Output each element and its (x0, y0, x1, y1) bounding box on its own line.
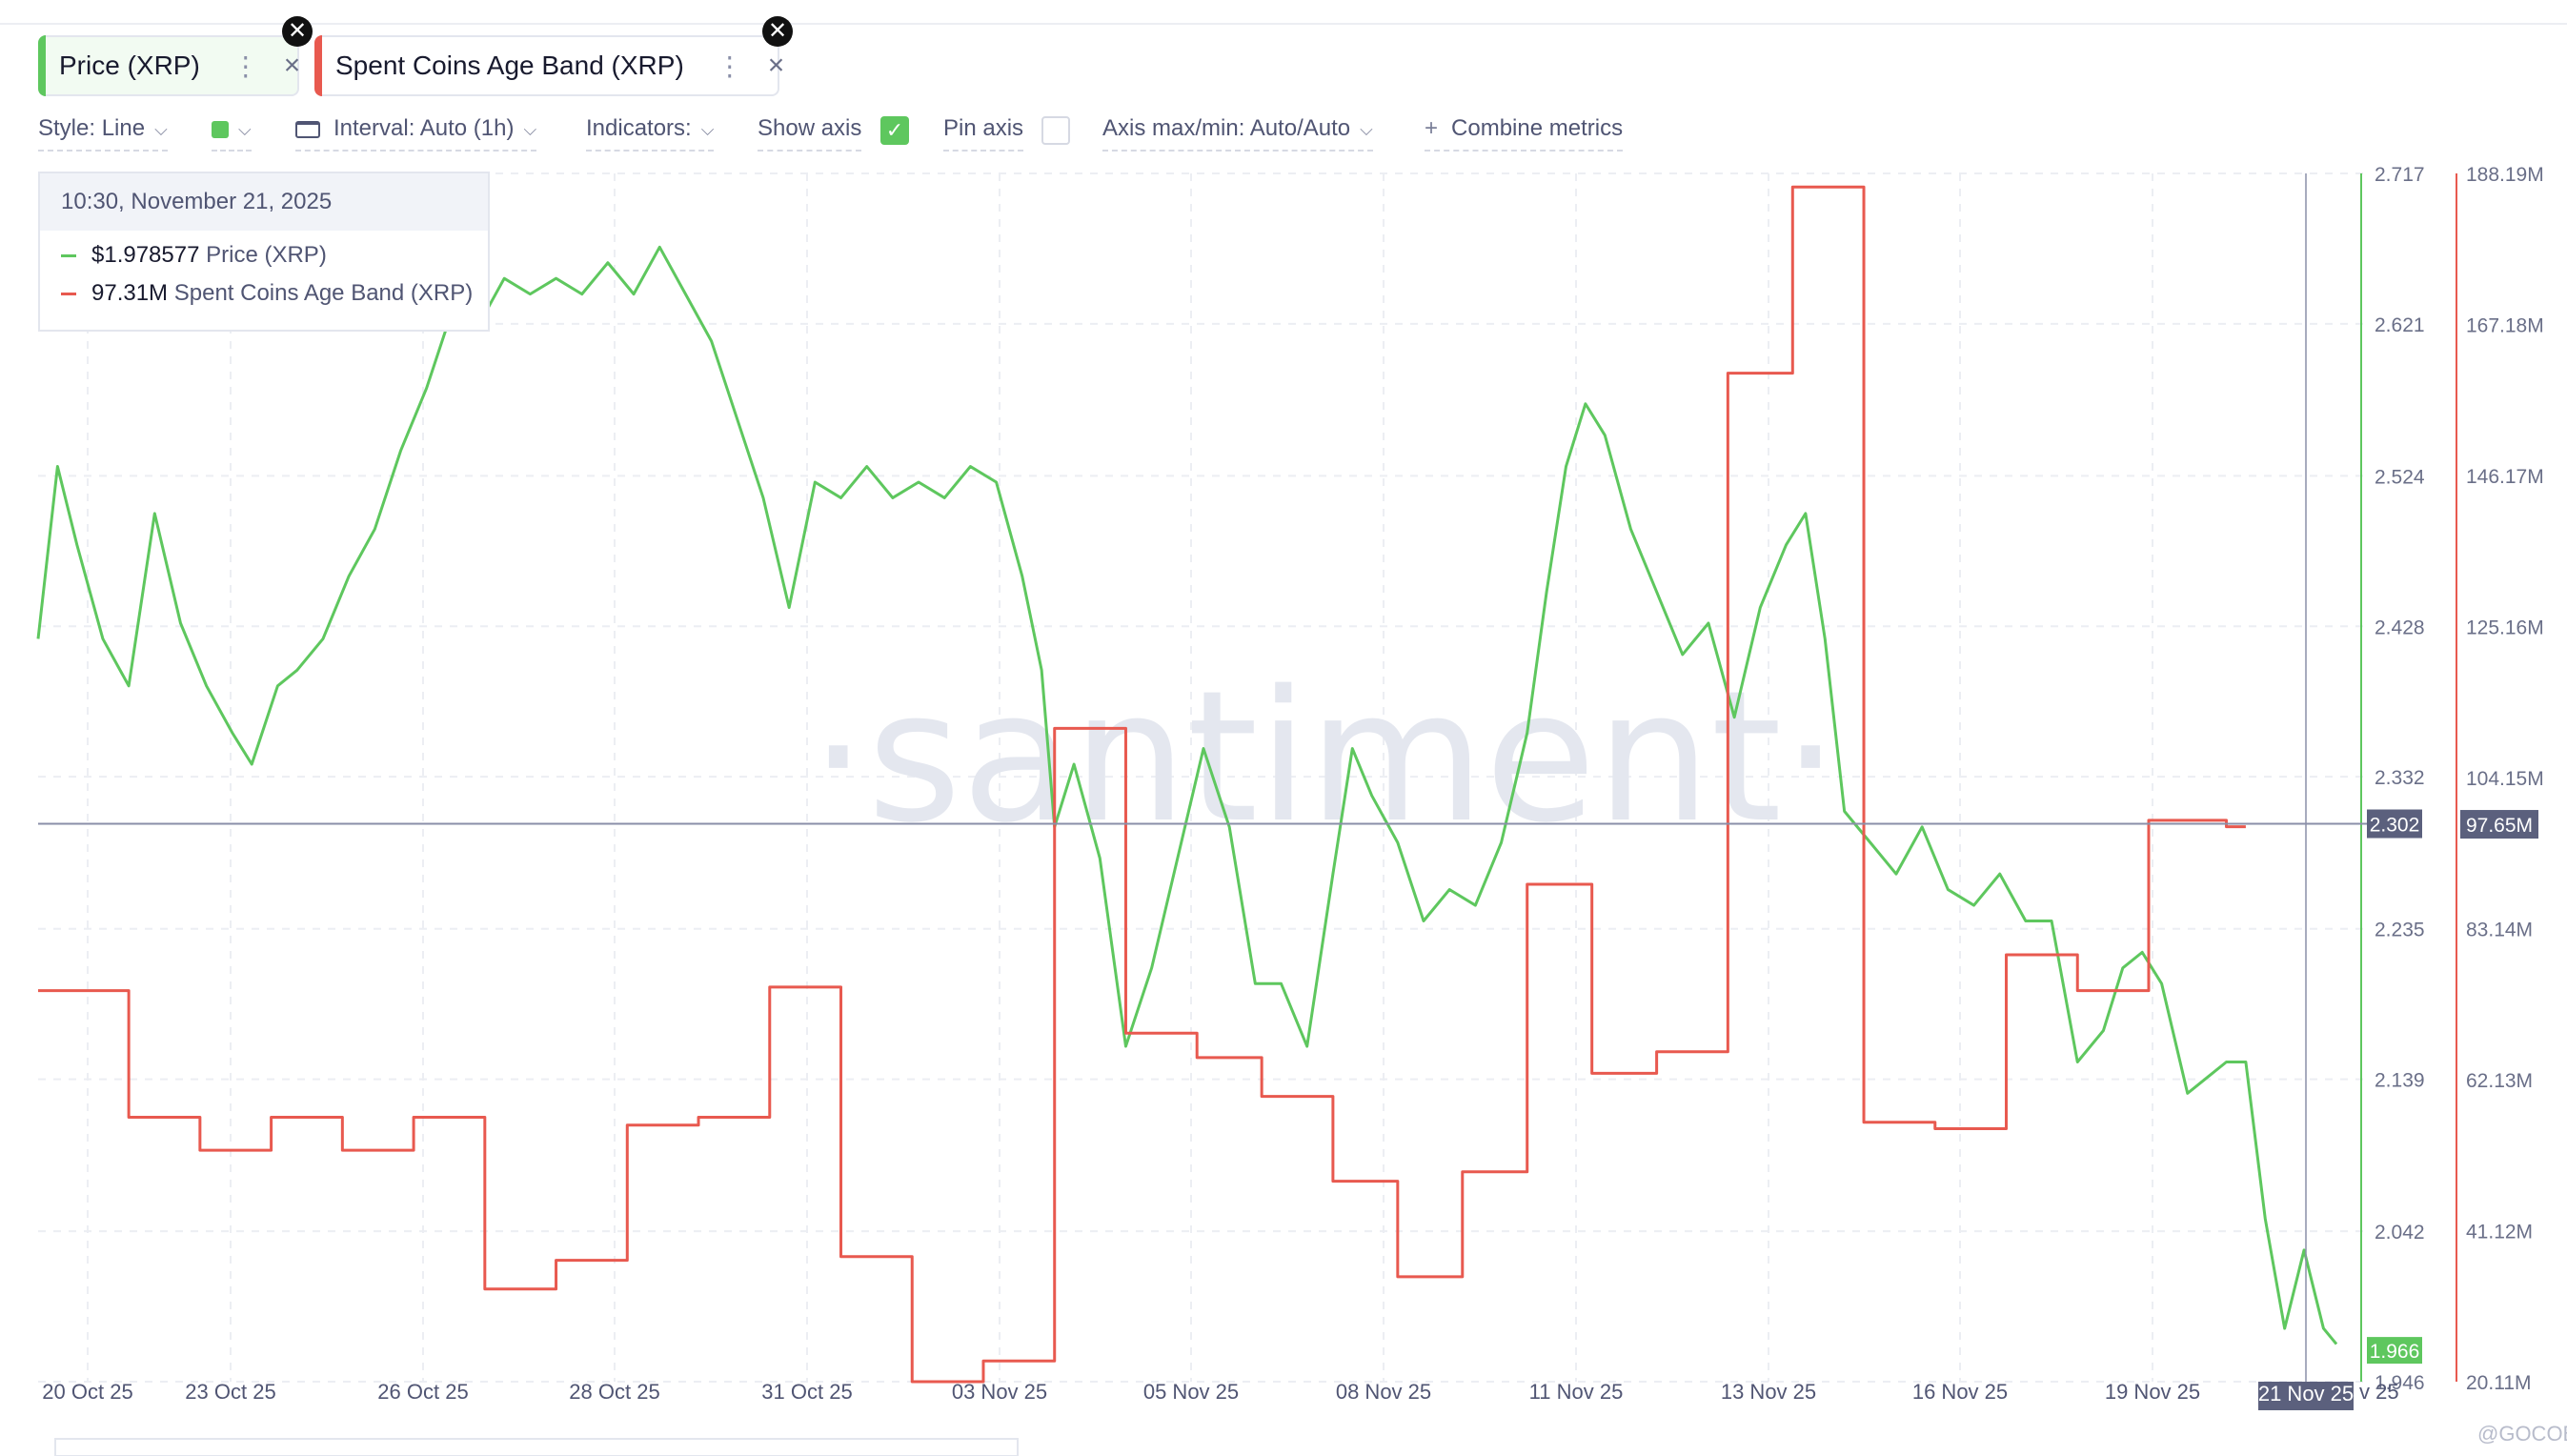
x-tick-label: 13 Nov 25 (1721, 1380, 1816, 1404)
plus-icon: + (1425, 115, 1439, 141)
x-tick-label: 03 Nov 25 (952, 1380, 1047, 1404)
show-axis-toggle[interactable]: Show axis (758, 115, 862, 152)
chip-label-price: Price (XRP) (59, 51, 200, 80)
tooltip-row-price: $1.978577 Price (XRP) (61, 242, 488, 269)
price-axis-tick: 2.042 (2375, 1222, 2425, 1244)
x-tick-label: 05 Nov 25 (1143, 1380, 1239, 1404)
spent-axis-tick: 62.13M (2466, 1070, 2533, 1092)
show-axis-label: Show axis (758, 115, 862, 141)
tooltip-value: 97.31M (91, 280, 169, 306)
remove-metric-icon[interactable]: × (283, 50, 301, 81)
spent-coins-series-line (38, 185, 2246, 1384)
price-series-line (36, 245, 2338, 1345)
price-axis-tick: 2.717 (2375, 164, 2425, 186)
show-axis-checkbox[interactable]: ✓ (880, 116, 909, 145)
metric-chip-price[interactable]: Price (XRP) ⋮ × ✕ (38, 16, 313, 96)
legend-dash-spent (61, 293, 76, 296)
pin-axis-label: Pin axis (943, 115, 1024, 141)
x-tick-label: 16 Nov 25 (1912, 1380, 2008, 1404)
price-axis-tick: 2.524 (2375, 466, 2425, 488)
price-current-label: 2.302 (2370, 815, 2420, 837)
pin-axis-checkbox[interactable] (1041, 116, 1070, 145)
price-axis-tick: 2.235 (2375, 920, 2425, 941)
style-label: Style: Line (38, 115, 146, 141)
legend-dash-price (61, 254, 76, 258)
chevron-down-icon: ⌵ (700, 120, 715, 139)
tooltip-label: Price (XRP) (206, 242, 327, 268)
spent-axis-tick: 146.17M (2466, 466, 2544, 488)
spent-axis-tick: 20.11M (2466, 1372, 2532, 1394)
tooltip-value: $1.978577 (91, 242, 200, 268)
x-tick-label: 28 Oct 25 (569, 1380, 659, 1404)
chevron-down-icon: ⌵ (1360, 120, 1373, 139)
chip-label-spent-coins: Spent Coins Age Band (XRP) (335, 51, 684, 80)
remove-metric-icon[interactable]: × (767, 50, 785, 81)
more-options-icon[interactable]: ⋮ (232, 51, 259, 81)
axis-minmax-label: Axis max/min: Auto/Auto (1102, 115, 1351, 141)
spent-axis-tick: 41.12M (2466, 1222, 2533, 1244)
credit-text: @GOCOBR (2477, 1422, 2567, 1446)
tooltip-date: 10:30, November 21, 2025 (40, 173, 488, 231)
chevron-down-icon: ⌵ (523, 120, 537, 139)
x-tick-label: 08 Nov 25 (1336, 1380, 1431, 1404)
chevron-down-icon: ⌵ (238, 120, 252, 139)
spent-axis-tick: 188.19M (2466, 164, 2544, 186)
crosshair-date-box (2258, 1382, 2354, 1410)
x-tick-label: 23 Oct 25 (185, 1380, 275, 1404)
scrollbar-thumb[interactable] (54, 1438, 1019, 1456)
price-current-badge (2367, 809, 2422, 839)
tooltip-row-spent: 97.31M Spent Coins Age Band (XRP) (61, 280, 488, 307)
chart-axes: 2.717 2.621 2.524 2.428 2.332 2.235 2.139 2.042… (38, 164, 2544, 1394)
spent-axis-tick: 167.18M (2466, 315, 2544, 337)
more-options-icon[interactable]: ⋮ (716, 51, 743, 81)
interval-dropdown[interactable]: Interval: Auto (1h) ⌵ (295, 115, 537, 152)
color-swatch (212, 120, 229, 138)
x-tick-label: 31 Oct 25 (761, 1380, 852, 1404)
spent-current-badge (2460, 810, 2538, 839)
spent-axis-tick: 125.16M (2466, 617, 2544, 639)
price-last-label: 1.966 (2370, 1341, 2420, 1363)
crosshair-date-label: 21 Nov 25 (2258, 1382, 2354, 1405)
x-axis-ticks: 20 Oct 25 23 Oct 25 26 Oct 25 28 Oct 25 31 O… (42, 1380, 2399, 1410)
price-axis-tick: 2.332 (2375, 767, 2425, 789)
interval-icon (295, 120, 320, 138)
price-axis-tick: 2.621 (2375, 314, 2425, 336)
x-tick-label: 19 Nov 25 (2105, 1380, 2200, 1404)
close-badge-icon[interactable]: ✕ (762, 16, 793, 47)
chip-color-bar (314, 35, 322, 96)
santiment-watermark: ·santiment· (810, 652, 1840, 862)
price-last-badge (2367, 1337, 2422, 1365)
price-axis-tick: 1.946 (2375, 1372, 2425, 1394)
tooltip-label: Spent Coins Age Band (XRP) (173, 280, 474, 306)
chart-series (36, 185, 2338, 1384)
combine-metrics-label: Combine metrics (1451, 115, 1624, 141)
spent-axis-tick: 83.14M (2466, 920, 2533, 941)
color-picker[interactable]: ⌵ (212, 115, 252, 152)
chip-color-bar (38, 35, 46, 96)
price-axis-tick: 2.428 (2375, 617, 2425, 638)
style-dropdown[interactable]: Style: Line ⌵ (38, 115, 168, 152)
x-tick-label: 11 Nov 25 (1529, 1380, 1624, 1404)
scrollbar[interactable] (54, 1438, 1019, 1456)
interval-label: Interval: Auto (1h) (334, 115, 515, 141)
pin-axis-toggle[interactable]: Pin axis (943, 115, 1024, 152)
x-tick-label: v 25 (2359, 1380, 2399, 1404)
top-divider (0, 23, 2567, 25)
combine-metrics-button[interactable]: + Combine metrics (1425, 115, 1624, 152)
indicators-label: Indicators: (586, 115, 692, 141)
x-tick-label: 20 Oct 25 (42, 1380, 132, 1404)
spent-current-label: 97.65M (2466, 815, 2533, 837)
price-axis-tick: 2.139 (2375, 1070, 2425, 1092)
metric-chip-spent-coins[interactable]: Spent Coins Age Band (XRP) ⋮ × ✕ (314, 16, 793, 96)
spent-axis-tick: 104.15M (2466, 768, 2544, 790)
x-tick-label: 26 Oct 25 (377, 1380, 468, 1404)
close-badge-icon[interactable]: ✕ (282, 16, 313, 47)
axis-minmax-dropdown[interactable]: Axis max/min: Auto/Auto ⌵ (1102, 115, 1373, 152)
indicators-dropdown[interactable]: Indicators: ⌵ (586, 115, 715, 152)
chevron-down-icon: ⌵ (154, 120, 168, 139)
data-tooltip: 10:30, November 21, 2025 $1.978577 Price… (38, 172, 490, 332)
